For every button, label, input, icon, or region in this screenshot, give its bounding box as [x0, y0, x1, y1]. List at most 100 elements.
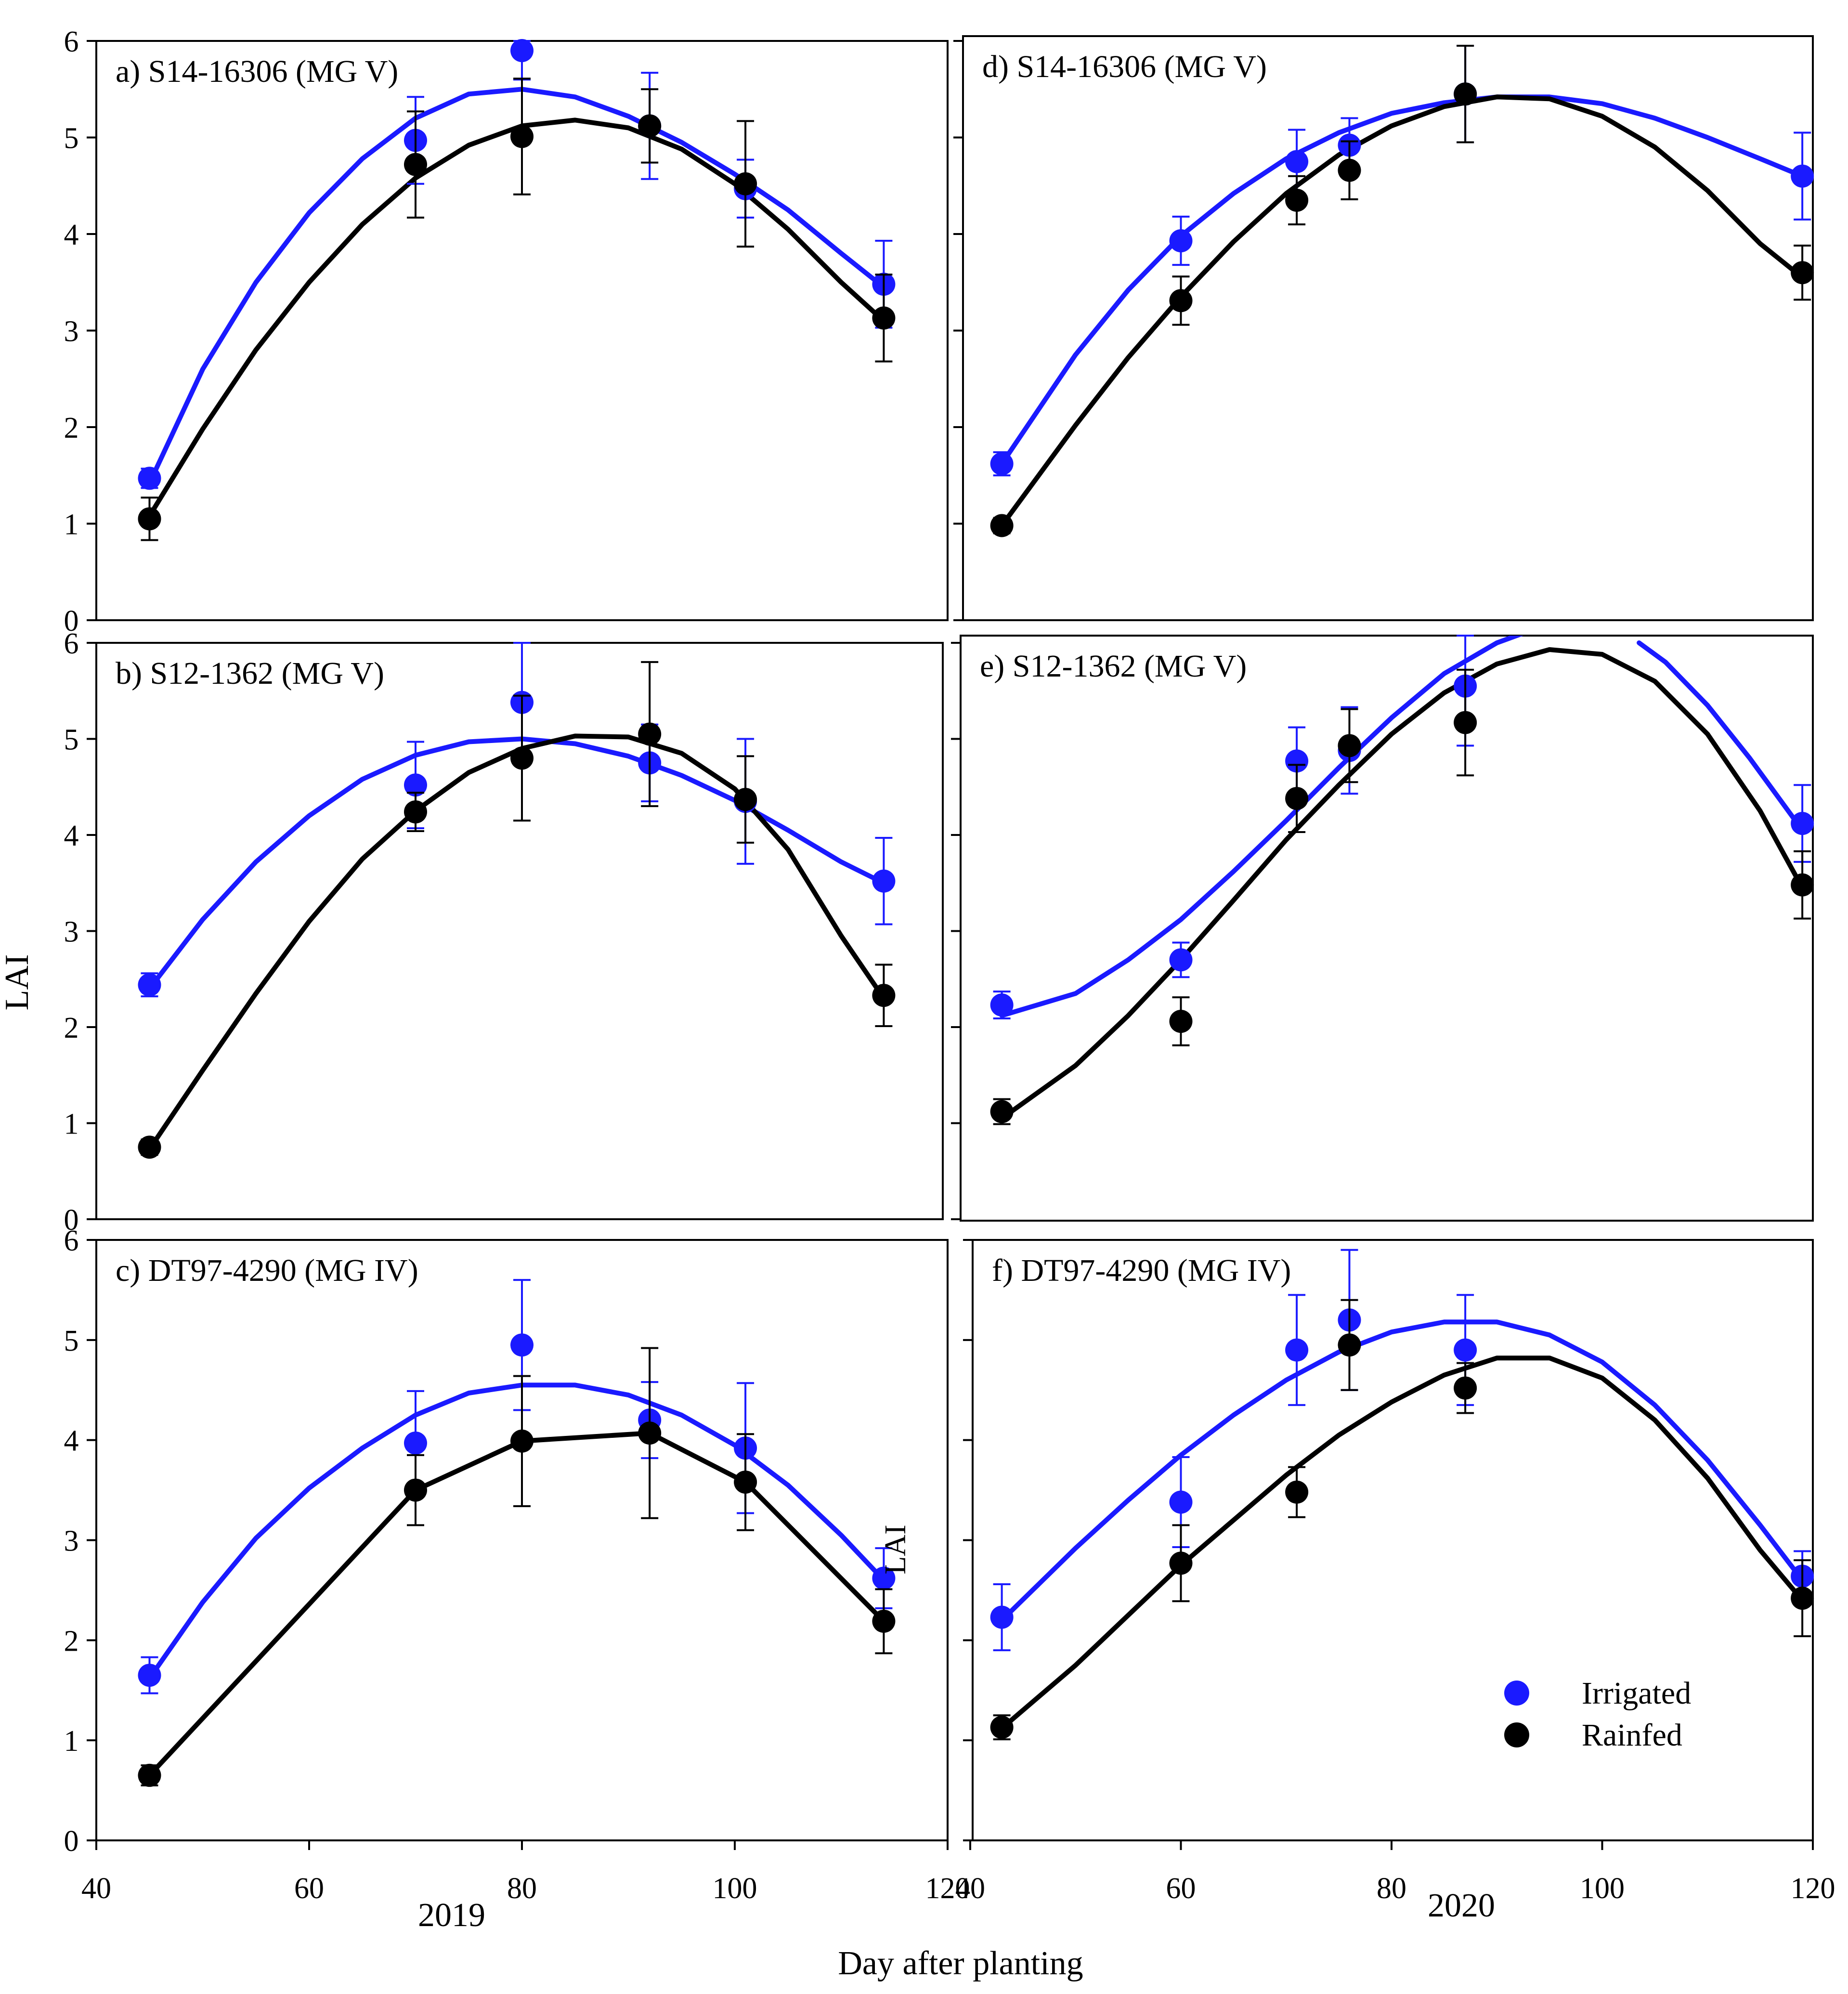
x-axis-title: Day after planting [838, 1945, 1083, 1982]
x-tick-label: 60 [294, 1872, 324, 1905]
x-tick-label: 120 [925, 1872, 970, 1905]
y-tick-label: 2 [64, 412, 79, 444]
data-point-irrigated [138, 467, 161, 490]
data-point-rainfed [1285, 1480, 1309, 1504]
data-point-rainfed [138, 1763, 161, 1787]
legend-marker-irrigated [1504, 1681, 1529, 1706]
data-point-rainfed [990, 1716, 1014, 1739]
panel-f: 40 60 80 100 120 f) DT97-4290 (MG IV) [955, 1239, 1835, 1905]
data-point-irrigated [1285, 749, 1309, 773]
fit-curve-rainfed [147, 1431, 886, 1778]
data-point-irrigated [990, 993, 1014, 1017]
data-point-rainfed [990, 1100, 1014, 1123]
data-point-irrigated [1285, 1338, 1309, 1362]
y-tick-label: 6 [64, 26, 79, 58]
data-point-rainfed [1169, 289, 1193, 313]
year-label-2019: 2019 [418, 1897, 485, 1934]
data-point-rainfed [404, 800, 427, 824]
data-point-irrigated [404, 773, 427, 797]
data-point-irrigated [1285, 150, 1309, 173]
data-point-rainfed [1338, 158, 1361, 182]
y-tick-label: 6 [64, 627, 79, 660]
legend-marker-rainfed [1504, 1722, 1529, 1747]
data-point-irrigated [510, 39, 534, 63]
data-point-rainfed [1454, 82, 1477, 106]
y-tick-label: 4 [64, 1425, 79, 1458]
data-point-rainfed [404, 1478, 427, 1502]
panel-title: b) S12-1362 (MG V) [116, 656, 384, 691]
data-point-rainfed [1791, 1587, 1814, 1610]
x-tick-label: 40 [955, 1872, 985, 1905]
y-tick-label: 6 [64, 1225, 79, 1257]
panel-a: 0 1 2 3 4 5 6 a) S14-16306 (MG V) [64, 26, 949, 638]
fit-curve-irrigated [999, 1319, 1805, 1623]
year-label-2020: 2020 [1428, 1887, 1495, 1924]
legend-label-irrigated: Irrigated [1582, 1676, 1691, 1711]
y-tick-label: 2 [64, 1012, 79, 1044]
data-point-rainfed [510, 125, 534, 148]
data-point-rainfed [1454, 711, 1477, 734]
data-point-rainfed [1791, 261, 1814, 285]
y-tick-label: 1 [64, 1108, 79, 1141]
panel-frame [960, 635, 1814, 1222]
data-point-rainfed [872, 1609, 896, 1633]
fit-curve-rainfed [147, 733, 886, 1152]
data-point-irrigated [872, 869, 896, 893]
data-point-rainfed [990, 514, 1014, 537]
y-tick-label: 1 [64, 508, 79, 541]
data-point-irrigated [510, 1333, 534, 1357]
fit-curve-irrigated [1637, 640, 1805, 833]
x-tick-label: 40 [81, 1872, 111, 1905]
fit-curve-irrigated [147, 87, 886, 486]
data-point-irrigated [1169, 1490, 1193, 1514]
data-point-irrigated [872, 1566, 896, 1590]
y-tick-label: 2 [64, 1625, 79, 1657]
panel-e: e) S12-1362 (MG V) [951, 635, 1814, 1222]
data-point-irrigated [1791, 164, 1814, 188]
data-point-rainfed [1338, 734, 1361, 757]
y-axis-title: LAI [0, 954, 36, 1011]
x-tick-label: 80 [507, 1872, 537, 1905]
panel-frame [95, 642, 944, 1220]
data-point-irrigated [138, 1664, 161, 1687]
fit-curve-rainfed [999, 1355, 1805, 1731]
data-point-irrigated [404, 1431, 427, 1455]
data-point-rainfed [872, 984, 896, 1007]
x-tick-label: 80 [1377, 1872, 1406, 1905]
panel-b: 0 1 2 3 4 5 6 b) S12-1362 (MG V) [64, 627, 944, 1237]
y-tick-label: 0 [64, 605, 79, 638]
panel-c: 0 1 2 3 4 5 6 40 60 80 100 120 c) DT97-4290 (MG IV) [64, 1225, 970, 1905]
data-point-irrigated [138, 973, 161, 997]
fit-curve-irrigated [147, 1382, 886, 1681]
panel-title: e) S12-1362 (MG V) [980, 649, 1247, 684]
y-tick-label: 3 [64, 916, 79, 949]
x-tick-label: 120 [1791, 1872, 1835, 1905]
panel-title: a) S14-16306 (MG V) [116, 54, 398, 89]
data-point-rainfed [404, 153, 427, 176]
panels: 0 1 2 3 4 5 6 a) S14-16306 (MG V) 0 1 2 3 4 5 6 b) S12-… [64, 26, 1835, 1905]
data-point-rainfed [138, 507, 161, 531]
data-point-irrigated [1791, 812, 1814, 835]
data-point-irrigated [990, 452, 1014, 476]
data-point-rainfed [510, 1429, 534, 1453]
panel-title: d) S14-16306 (MG V) [982, 49, 1267, 84]
stray-lai-label: LAI [879, 1525, 912, 1574]
data-point-rainfed [1791, 873, 1814, 897]
data-point-rainfed [638, 722, 662, 746]
fit-curve-irrigated [999, 636, 1524, 1018]
data-point-rainfed [1285, 787, 1309, 810]
data-point-rainfed [734, 172, 757, 195]
data-point-irrigated [1454, 1338, 1477, 1362]
panel-title: f) DT97-4290 (MG IV) [992, 1253, 1291, 1288]
data-point-irrigated [990, 1605, 1014, 1629]
data-point-rainfed [1454, 1376, 1477, 1400]
data-point-rainfed [1285, 188, 1309, 212]
data-point-irrigated [1169, 229, 1193, 253]
legend: Irrigated Rainfed [1504, 1676, 1691, 1753]
panel-title: c) DT97-4290 (MG IV) [116, 1253, 418, 1288]
data-point-rainfed [1169, 1551, 1193, 1575]
x-tick-label: 100 [1580, 1872, 1625, 1905]
data-point-rainfed [638, 1421, 662, 1445]
fit-curve-rainfed [999, 647, 1805, 1121]
y-tick-label: 5 [64, 1325, 79, 1357]
